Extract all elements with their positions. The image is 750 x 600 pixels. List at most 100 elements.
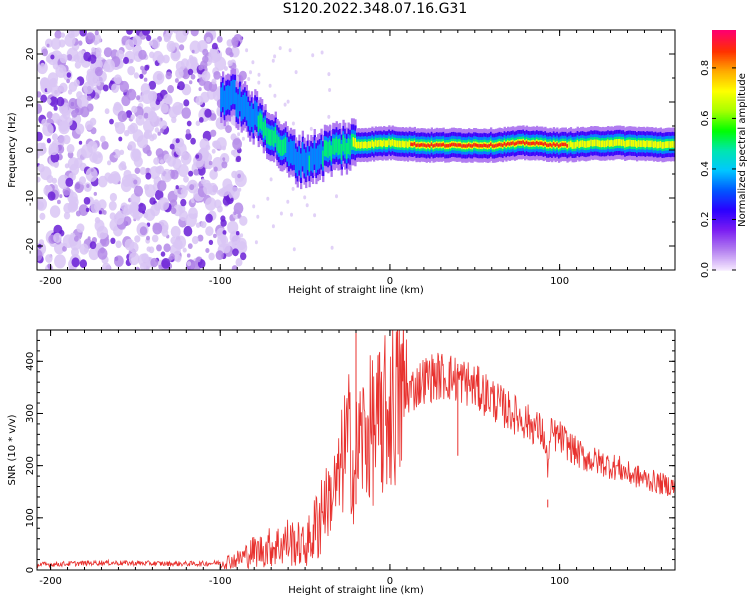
ridge-segment xyxy=(671,140,674,148)
ridge-segment xyxy=(291,141,294,166)
ridge-segment xyxy=(563,142,566,147)
ridge-segment xyxy=(439,143,442,147)
noise-blob xyxy=(305,203,309,208)
noise-blob xyxy=(100,135,106,143)
noise-blob xyxy=(88,247,100,261)
noise-blob xyxy=(46,174,54,184)
ridge-segment xyxy=(252,109,255,134)
noise-blob xyxy=(79,176,86,185)
ridge-segment xyxy=(225,86,228,111)
noise-blob xyxy=(87,140,98,154)
noise-blob xyxy=(205,213,213,223)
noise-blob xyxy=(186,253,191,258)
noise-blob xyxy=(232,41,238,48)
colorbar-step xyxy=(712,76,736,79)
colorbar-step xyxy=(712,226,736,229)
noise-blob xyxy=(303,195,307,200)
noise-blob xyxy=(140,65,145,71)
snr-panel: -200 -100 0 100 0 100 200 300 400 Height of strai… xyxy=(7,329,676,596)
colorbar-step xyxy=(712,124,736,127)
colorbar-step xyxy=(712,260,736,263)
noise-blob xyxy=(154,127,160,133)
ridge-segment xyxy=(361,141,364,149)
colorbar-step xyxy=(712,140,736,143)
colorbar-step xyxy=(712,166,736,169)
ridge-segment xyxy=(293,140,296,165)
noise-blob xyxy=(203,182,213,195)
noise-blob xyxy=(144,64,150,71)
ridge-segment xyxy=(518,140,522,145)
noise-blob xyxy=(97,247,108,260)
y-tick-label: 300 xyxy=(25,404,36,423)
ridge-segment xyxy=(376,140,379,148)
noise-blob xyxy=(209,113,217,121)
ridge-segment xyxy=(386,140,389,147)
ridge-segment xyxy=(456,143,459,147)
noise-blob xyxy=(187,68,194,76)
noise-blob xyxy=(168,106,179,119)
colorbar-step xyxy=(712,248,736,251)
noise-blob xyxy=(50,37,62,50)
ridge-segment xyxy=(427,143,430,147)
colorbar-step xyxy=(712,202,736,205)
ridge-segment xyxy=(391,139,394,146)
noise-blob xyxy=(143,212,149,219)
ridge-segment xyxy=(233,80,237,105)
noise-blob xyxy=(37,249,43,262)
noise-blob xyxy=(62,234,75,248)
noise-blob xyxy=(60,32,66,38)
noise-blob xyxy=(294,70,298,75)
ridge-segment xyxy=(449,143,452,147)
colorbar-step xyxy=(712,128,736,131)
ridge-segment xyxy=(271,129,274,146)
ridge-segment xyxy=(471,144,474,148)
ridge-segment xyxy=(646,140,649,147)
ridge-segment xyxy=(257,115,260,132)
ridge-segment xyxy=(473,143,476,147)
noise-blob xyxy=(183,225,193,237)
noise-blob xyxy=(195,120,201,127)
noise-blob xyxy=(230,197,234,202)
noise-blob xyxy=(66,144,75,154)
ridge-segment xyxy=(374,139,377,147)
noise-blob xyxy=(108,201,117,211)
colorbar-step xyxy=(712,150,736,153)
noise-blob xyxy=(119,149,125,155)
colorbar-step xyxy=(712,256,736,259)
noise-blob xyxy=(91,47,96,53)
ridge-segment xyxy=(354,138,357,148)
ridge-segment xyxy=(352,137,355,147)
noise-blob xyxy=(238,187,242,192)
ridge-segment xyxy=(578,141,581,148)
noise-blob xyxy=(76,223,85,233)
ridge-segment xyxy=(356,141,359,149)
noise-blob xyxy=(66,78,70,84)
ridge-segment xyxy=(313,140,316,165)
noise-blob xyxy=(131,149,141,160)
noise-blob xyxy=(195,154,200,159)
colorbar-step xyxy=(712,268,736,271)
ridge-segment xyxy=(659,141,662,148)
ridge-segment xyxy=(486,144,489,148)
ridge-segment xyxy=(591,139,595,147)
ridge-segment xyxy=(306,145,310,171)
ridge-segment xyxy=(429,144,432,148)
noise-blob xyxy=(74,235,79,242)
noise-blob xyxy=(155,99,161,106)
ridge-segment xyxy=(415,143,418,148)
ridge-segment xyxy=(534,142,537,146)
noise-blob xyxy=(57,135,66,145)
noise-blob xyxy=(109,192,117,202)
ridge-segment xyxy=(417,143,420,147)
noise-blob xyxy=(222,230,227,235)
ridge-segment xyxy=(296,151,299,177)
ridge-segment xyxy=(634,140,637,147)
ridge-segment xyxy=(412,142,415,147)
noise-blob xyxy=(137,203,147,213)
ridge-segment xyxy=(240,97,243,122)
ridge-segment xyxy=(269,129,272,146)
colorbar-step xyxy=(712,218,736,221)
colorbar-step xyxy=(712,162,736,165)
noise-blob xyxy=(46,43,50,48)
colorbar-step xyxy=(712,242,736,245)
